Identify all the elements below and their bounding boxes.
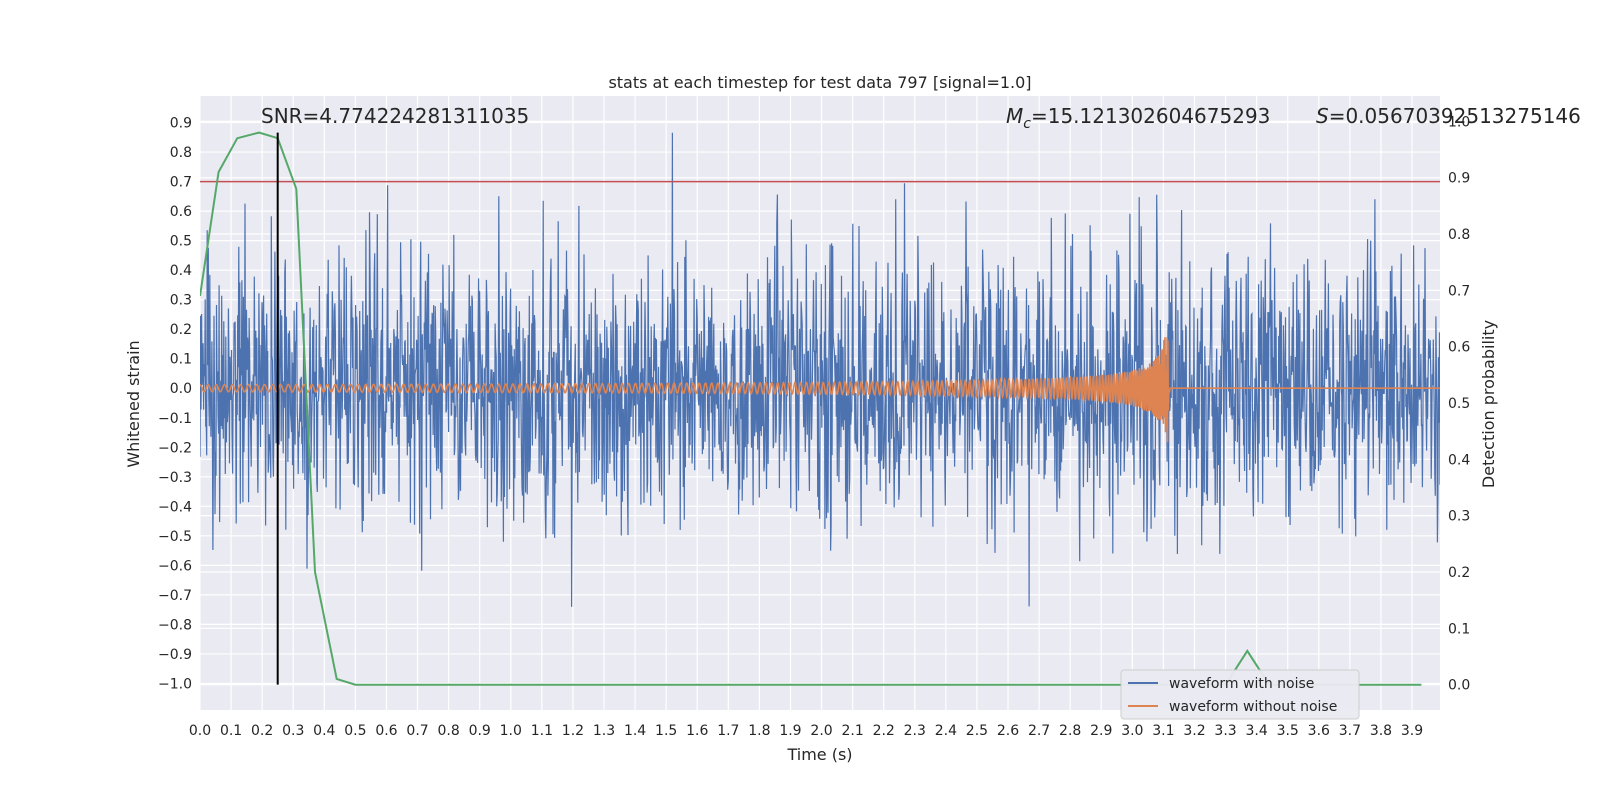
y-tick-label: −0.2	[158, 440, 192, 456]
x-tick-label: 3.0	[1121, 723, 1143, 739]
y-tick-label: 0.3	[170, 293, 192, 309]
y-tick-label: 0.7	[170, 175, 192, 191]
x-tick-label: 0.7	[406, 723, 428, 739]
y-tick-label: 0.6	[170, 204, 192, 220]
x-tick-label: 0.5	[344, 723, 366, 739]
x-tick-label: 1.5	[655, 723, 677, 739]
y2-axis-ticks: 1.0 0.9 0.8 0.7 0.6 0.5 0.4 0.3 0.2 0.1 0.0	[1448, 114, 1470, 693]
x-axis-label: Time (s)	[786, 745, 852, 764]
y-tick-label: −0.7	[158, 588, 192, 604]
chirp-mass-annotation: Mc=15.121302604675293	[1006, 104, 1270, 132]
x-tick-label: 2.9	[1090, 723, 1112, 739]
x-tick-label: 3.2	[1183, 723, 1205, 739]
x-tick-label: 3.7	[1339, 723, 1361, 739]
y-axis-ticks: 0.9 0.8 0.7 0.6 0.5 0.4 0.3 0.2 0.1 0.0 −0.1 −0.2 −0…	[158, 116, 192, 693]
y-tick-label: −1.0	[158, 676, 192, 692]
x-tick-label: 0.4	[313, 723, 335, 739]
y-tick-label: −0.9	[158, 647, 192, 663]
x-tick-label: 1.0	[500, 723, 522, 739]
x-tick-label: 2.5	[966, 723, 988, 739]
x-tick-label: 1.8	[748, 723, 770, 739]
x-tick-label: 3.1	[1152, 723, 1174, 739]
legend: waveform with noise waveform without noi…	[1120, 669, 1360, 720]
x-tick-label: 2.8	[1059, 723, 1081, 739]
y2-tick-label: 0.4	[1448, 452, 1470, 468]
y2-tick-label: 0.2	[1448, 565, 1470, 581]
s-annotation: S=0.05670392513275146	[1316, 104, 1581, 128]
x-tick-label: 2.4	[935, 723, 957, 739]
x-tick-label: 0.9	[469, 723, 491, 739]
y-tick-label: −0.5	[158, 529, 192, 545]
y-tick-label: 0.5	[170, 234, 192, 250]
x-tick-label: 2.7	[1028, 723, 1050, 739]
x-tick-label: 3.6	[1308, 723, 1330, 739]
x-tick-label: 2.3	[904, 723, 926, 739]
y-tick-label: 0.9	[170, 116, 192, 132]
y2-axis-label: Detection probability	[1479, 320, 1498, 488]
series-detection-probability	[200, 131, 1422, 686]
snr-annotation: SNR=4.774224281311035	[261, 104, 529, 128]
x-tick-label: 0.1	[220, 723, 242, 739]
y-tick-label: −0.4	[158, 499, 192, 515]
x-tick-label: 0.3	[282, 723, 304, 739]
x-tick-label: 2.6	[997, 723, 1019, 739]
y-tick-label: 0.2	[170, 322, 192, 338]
x-tick-label: 1.6	[686, 723, 708, 739]
x-tick-label: 1.4	[624, 723, 646, 739]
x-tick-label: 0.0	[189, 723, 211, 739]
y-tick-label: 0.0	[170, 381, 192, 397]
y-tick-label: 0.1	[170, 352, 192, 368]
x-tick-label: 2.1	[841, 723, 863, 739]
series-layer	[200, 131, 1440, 686]
chart-title: stats at each timestep for test data 797…	[608, 73, 1031, 92]
grid	[199, 96, 1440, 710]
y2-tick-label: 0.1	[1448, 621, 1470, 637]
y-tick-label: −0.1	[158, 411, 192, 427]
x-tick-label: 2.0	[810, 723, 832, 739]
x-tick-label: 3.8	[1370, 723, 1392, 739]
x-tick-label: 3.9	[1401, 723, 1423, 739]
series-waveform-with-noise	[200, 132, 1440, 607]
y2-tick-label: 1.0	[1448, 114, 1470, 130]
y-tick-label: 0.4	[170, 263, 192, 279]
y-axis-label: Whitened strain	[124, 340, 143, 467]
series-waveform-without-noise	[200, 337, 1440, 443]
x-tick-label: 0.2	[251, 723, 273, 739]
x-tick-label: 1.7	[717, 723, 739, 739]
x-tick-label: 0.6	[375, 723, 397, 739]
x-tick-label: 1.2	[562, 723, 584, 739]
y2-tick-label: 0.3	[1448, 509, 1470, 525]
x-tick-label: 3.3	[1214, 723, 1236, 739]
x-tick-label: 0.8	[437, 723, 459, 739]
x-tick-label: 1.1	[531, 723, 553, 739]
y2-tick-label: 0.8	[1448, 227, 1470, 243]
x-axis-ticks: 0.0 0.1 0.2 0.3 0.4 0.5 0.6 0.7 0.8 0.9 1.0 1.1 1.2 1…	[189, 723, 1423, 739]
legend-label-clean: waveform without noise	[1169, 699, 1337, 715]
x-tick-label: 3.4	[1246, 723, 1268, 739]
x-tick-label: 2.2	[873, 723, 895, 739]
y2-tick-label: 0.6	[1448, 340, 1470, 356]
y2-tick-label: 0.7	[1448, 283, 1470, 299]
x-tick-label: 3.5	[1277, 723, 1299, 739]
legend-box	[1120, 669, 1360, 720]
y-tick-label: −0.6	[158, 558, 192, 574]
legend-label-noise: waveform with noise	[1169, 676, 1314, 692]
y-tick-label: −0.8	[158, 617, 192, 633]
y-tick-label: 0.8	[170, 145, 192, 161]
y2-tick-label: 0.9	[1448, 171, 1470, 187]
x-tick-label: 1.9	[779, 723, 801, 739]
x-tick-label: 1.3	[593, 723, 615, 739]
y2-tick-label: 0.0	[1448, 678, 1470, 694]
y2-tick-label: 0.5	[1448, 396, 1470, 412]
y-tick-label: −0.3	[158, 470, 192, 486]
